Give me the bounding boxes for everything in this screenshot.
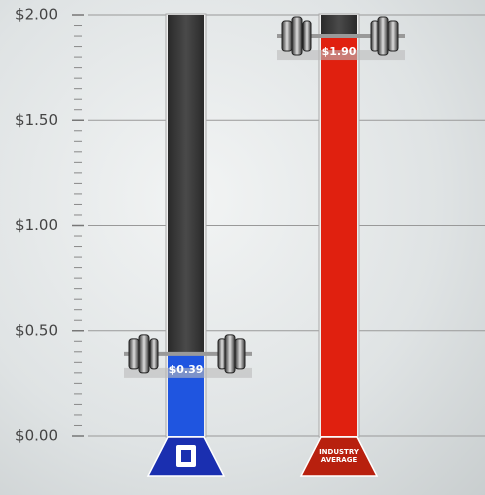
barbell-plate bbox=[291, 16, 303, 56]
barbell-shadow bbox=[124, 367, 252, 378]
x-tick-label: INDUSTRY AVERAGE bbox=[319, 448, 359, 464]
barbell-plate bbox=[234, 338, 246, 370]
y-tick-label: $1.00 bbox=[15, 216, 58, 234]
y-tick-label: $0.50 bbox=[15, 321, 58, 339]
value-label: $0.39 bbox=[169, 363, 204, 376]
logo-inner bbox=[181, 450, 191, 462]
barbell-plate bbox=[387, 20, 399, 52]
barbell-plate bbox=[302, 20, 312, 52]
y-tick-label: $0.00 bbox=[15, 427, 58, 445]
barbell-plate bbox=[149, 338, 159, 370]
bar bbox=[168, 353, 204, 436]
value-label: $1.90 bbox=[322, 45, 357, 58]
y-tick-label: $2.00 bbox=[15, 6, 58, 24]
barbell-plate bbox=[377, 16, 389, 56]
barbell-plate bbox=[138, 334, 150, 374]
y-tick-label: $1.50 bbox=[15, 111, 58, 129]
barbell-plate bbox=[224, 334, 236, 374]
barbell-plate bbox=[281, 20, 293, 52]
barbell-shadow bbox=[277, 50, 405, 61]
bar bbox=[321, 36, 357, 437]
category-badge bbox=[299, 436, 379, 477]
barbell-plate bbox=[128, 338, 140, 370]
